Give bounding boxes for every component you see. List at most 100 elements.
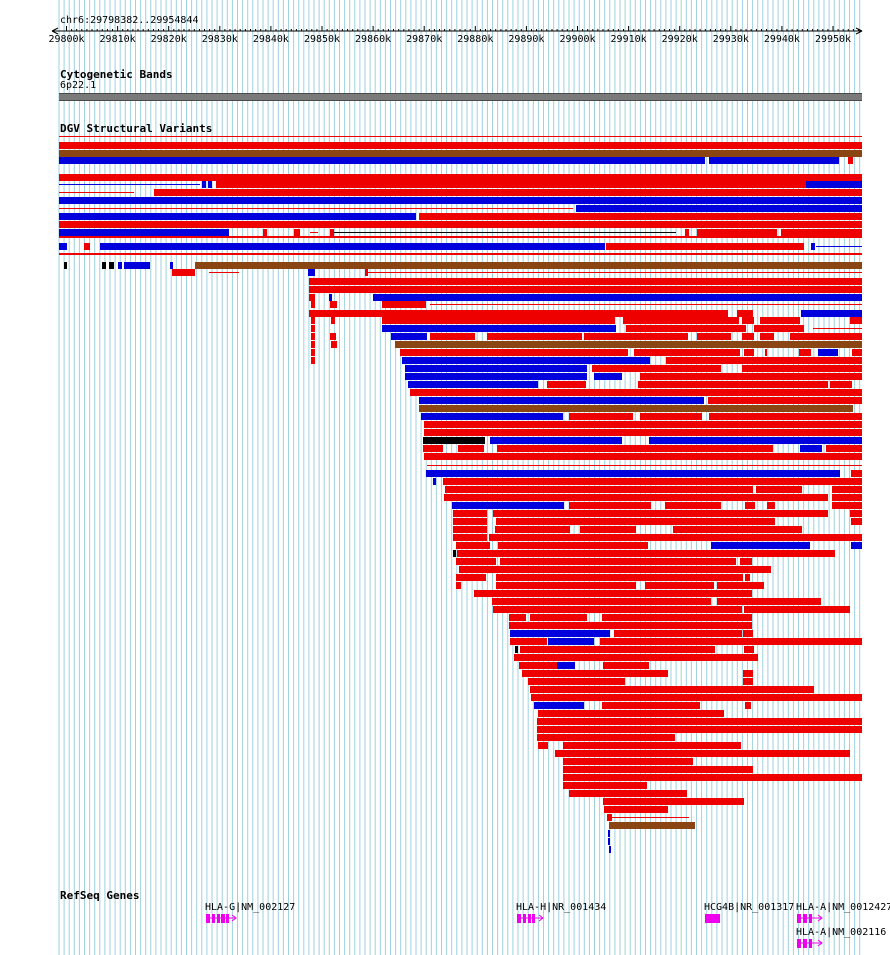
gene-strand-arrow	[817, 939, 823, 947]
ruler-tick-label: 29800k	[48, 34, 85, 45]
sv-feature	[634, 349, 740, 356]
sv-feature	[424, 421, 862, 428]
sv-feature	[673, 526, 802, 533]
sv-feature	[195, 262, 862, 269]
sv-feature	[423, 437, 485, 444]
sv-feature	[685, 229, 689, 236]
ruler-tick-label: 29840k	[252, 34, 289, 45]
sv-feature	[832, 502, 862, 509]
sv-feature	[608, 830, 610, 837]
sv-feature	[563, 774, 862, 781]
gene-exon	[212, 914, 215, 923]
sv-feature	[592, 365, 721, 372]
sv-feature	[405, 365, 587, 372]
sv-feature	[742, 333, 754, 340]
gene-strand-arrow	[231, 914, 237, 922]
ruler-tick-label: 29830k	[201, 34, 238, 45]
sv-feature	[790, 333, 862, 340]
sv-feature	[329, 294, 332, 301]
sv-feature	[649, 437, 862, 444]
cytobands-track-title[interactable]: Cytogenetic Bands	[60, 68, 173, 81]
ruler-tick-label: 29870k	[406, 34, 443, 45]
sv-feature	[118, 262, 122, 269]
gene-strand-arrow	[817, 914, 823, 922]
gene-exon	[532, 914, 535, 923]
sv-feature	[765, 349, 767, 356]
sv-feature	[424, 429, 862, 436]
ruler-tick-label: 29810k	[99, 34, 136, 45]
sv-feature	[742, 317, 754, 324]
gene-exon	[803, 914, 807, 923]
sv-feature	[557, 662, 575, 669]
sv-feature	[638, 381, 828, 388]
sv-feature	[457, 550, 835, 557]
sv-feature	[555, 750, 850, 757]
sv-feature	[419, 213, 862, 220]
cytoband-name: 6p22.1	[60, 80, 97, 91]
sv-feature	[59, 213, 416, 220]
sv-feature	[453, 550, 456, 557]
sv-feature	[453, 518, 487, 525]
sv-feature	[709, 413, 862, 420]
sv-feature	[109, 262, 114, 269]
ruler-tick-label: 29820k	[150, 34, 187, 45]
sv-feature	[806, 181, 862, 188]
sv-feature	[59, 136, 862, 137]
sv-feature	[745, 702, 751, 709]
sv-feature	[640, 373, 862, 380]
sv-feature	[606, 243, 804, 250]
sv-feature	[850, 317, 862, 324]
sv-feature	[331, 317, 335, 324]
sv-feature	[584, 333, 688, 340]
sv-feature	[498, 542, 538, 549]
sv-feature	[563, 742, 741, 749]
sv-feature	[826, 445, 862, 452]
sv-feature	[309, 286, 862, 293]
sv-feature	[709, 157, 839, 164]
gene-exon	[705, 914, 720, 923]
sv-feature	[208, 181, 212, 188]
sv-feature	[545, 510, 828, 517]
gene-label-hcg4b: HCG4B|NR_001317	[704, 902, 795, 913]
sv-feature	[496, 582, 636, 589]
sv-feature	[395, 341, 862, 348]
refseq-track-title[interactable]: RefSeq Genes	[60, 889, 140, 902]
sv-feature	[563, 766, 753, 773]
sv-feature	[496, 518, 775, 525]
sv-feature	[311, 357, 315, 364]
sv-feature	[760, 333, 774, 340]
sv-feature	[487, 333, 582, 340]
sv-feature	[781, 229, 862, 236]
sv-feature	[609, 822, 695, 829]
gene-label-hla-a-2: HLA-A|NM_002116	[796, 927, 887, 938]
sv-feature	[745, 574, 750, 581]
sv-feature	[373, 294, 862, 301]
sv-feature	[745, 502, 755, 509]
sv-feature	[311, 333, 315, 340]
sv-feature	[423, 445, 443, 452]
sv-feature	[330, 333, 336, 340]
sv-feature	[600, 638, 862, 645]
ruler	[51, 26, 863, 35]
sv-feature	[697, 333, 731, 340]
sv-feature	[391, 333, 427, 340]
gene-exon	[809, 914, 812, 923]
ruler-tick-label: 29930k	[712, 34, 749, 45]
sv-feature	[456, 582, 461, 589]
dgv-track-title[interactable]: DGV Structural Variants	[60, 122, 213, 135]
sv-feature	[538, 710, 724, 717]
sv-feature	[743, 630, 753, 637]
sv-feature	[419, 397, 704, 404]
sv-feature	[531, 694, 862, 701]
gene-label-hla-a-1: HLA-A|NM_001242758	[796, 902, 890, 913]
sv-feature	[311, 301, 315, 308]
sv-feature	[59, 150, 862, 157]
sv-feature	[84, 243, 90, 250]
gene-exon	[797, 939, 801, 948]
sv-feature	[100, 243, 605, 250]
gene-label-hla-g: HLA-G|NM_002127	[205, 902, 296, 913]
ruler-tick-label: 29880k	[457, 34, 494, 45]
cytoband-6p22-1[interactable]	[59, 93, 862, 101]
